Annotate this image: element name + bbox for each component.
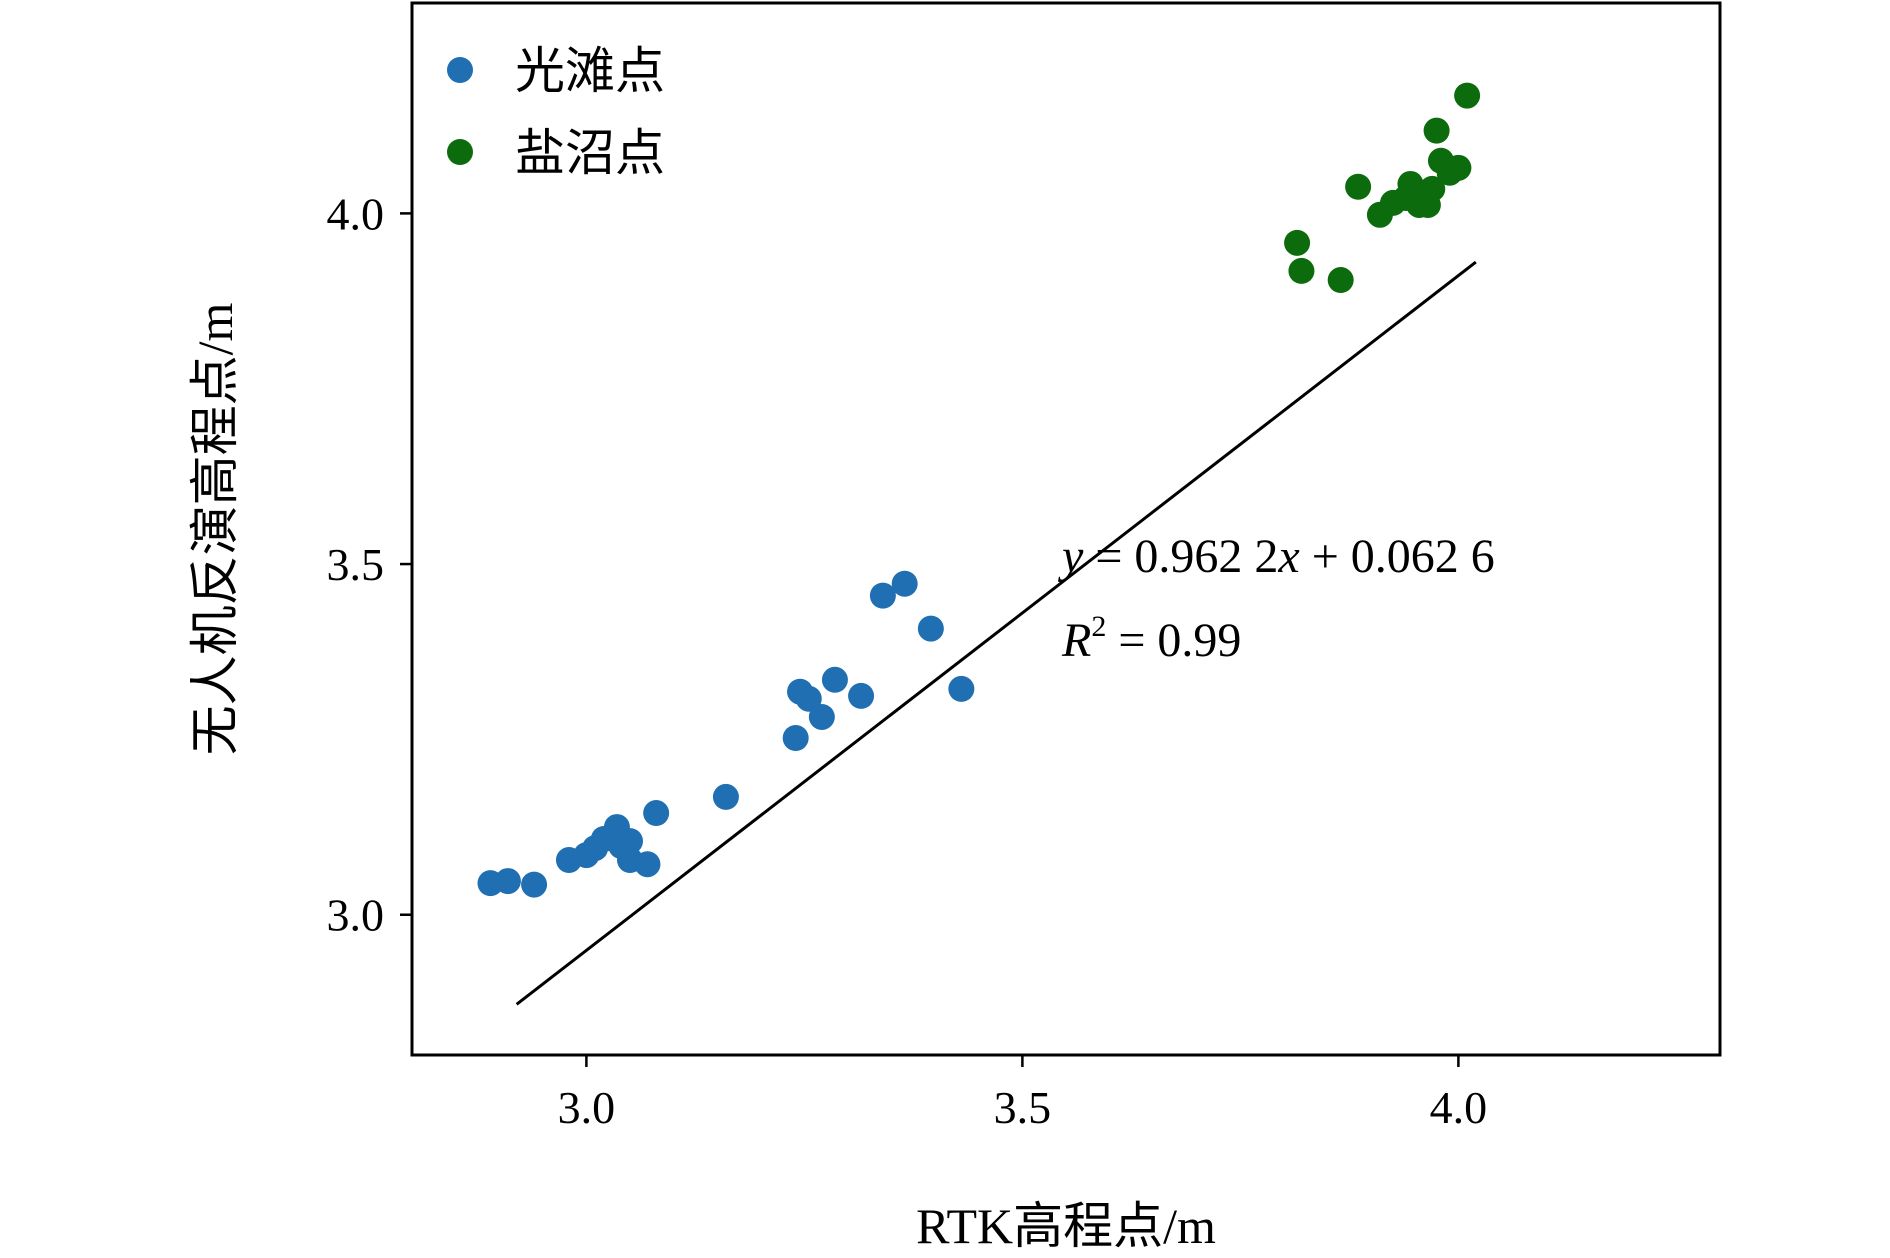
- tidal-flat-point: [712, 783, 739, 810]
- r2-sup: 2: [1091, 610, 1106, 643]
- x-tick-label: 4.0: [1430, 1082, 1488, 1133]
- r-squared-annotation: R2 = 0.99: [1061, 610, 1241, 667]
- r2-var: R: [1061, 614, 1091, 667]
- salt-marsh-point: [1454, 82, 1481, 109]
- equation-rhs: = 0.962 2: [1083, 530, 1278, 583]
- legend-label-tidal-flat: 光滩点: [515, 43, 665, 99]
- salt-marsh-point: [1345, 173, 1372, 200]
- equation-var: x: [1277, 530, 1299, 583]
- equation-lhs: y: [1057, 530, 1084, 583]
- tidal-flat-point: [948, 675, 975, 702]
- legend-label-salt-marsh: 盐沼点: [515, 125, 665, 181]
- y-tick-label: 3.5: [327, 539, 385, 590]
- tidal-flat-point: [891, 570, 918, 597]
- y-tick-label: 3.0: [327, 890, 385, 941]
- salt-marsh-point: [1284, 229, 1311, 256]
- r2-value: = 0.99: [1106, 614, 1241, 667]
- tidal-flat-point: [617, 828, 643, 855]
- salt-marsh-point: [1445, 154, 1472, 181]
- tidal-flat-point: [782, 724, 809, 751]
- regression-line: [515, 260, 1477, 1006]
- legend-marker-tidal-flat: [447, 57, 473, 83]
- salt-marsh-point: [1288, 257, 1315, 284]
- tidal-flat-point: [821, 666, 848, 693]
- y-axis-ticks: 3.0 3.5 4.0: [327, 188, 412, 941]
- tidal-flat-point: [634, 851, 661, 878]
- x-axis-ticks: 3.0 3.5 4.0: [558, 1055, 1488, 1133]
- y-axis-label: 无人机反演高程点/m: [187, 303, 243, 756]
- salt-marsh-point: [1423, 117, 1450, 144]
- equation-tail: + 0.062 6: [1300, 530, 1495, 583]
- tidal-flat-point: [917, 615, 944, 642]
- data-points: [477, 82, 1481, 898]
- salt-marsh-point: [1419, 175, 1446, 202]
- tidal-flat-point: [494, 868, 521, 895]
- tidal-flat-point: [808, 703, 835, 730]
- tidal-flat-point: [521, 871, 548, 898]
- tidal-flat-point: [869, 582, 896, 609]
- plot-frame: [410, 1, 1722, 1057]
- x-tick-label: 3.5: [994, 1082, 1052, 1133]
- tidal-flat-point: [848, 682, 875, 709]
- salt-marsh-point: [1327, 267, 1354, 294]
- y-tick-label: 4.0: [327, 188, 385, 239]
- x-tick-label: 3.0: [558, 1082, 616, 1133]
- tidal-flat-point: [795, 685, 822, 712]
- x-axis-label: RTK高程点/m: [916, 1198, 1216, 1254]
- legend-marker-salt-marsh: [447, 139, 473, 165]
- salt-marsh-point: [1397, 170, 1424, 197]
- equation-annotation: y = 0.962 2x + 0.062 6: [1057, 530, 1495, 583]
- legend: 光滩点 盐沼点: [447, 43, 665, 181]
- tidal-flat-point: [643, 800, 670, 827]
